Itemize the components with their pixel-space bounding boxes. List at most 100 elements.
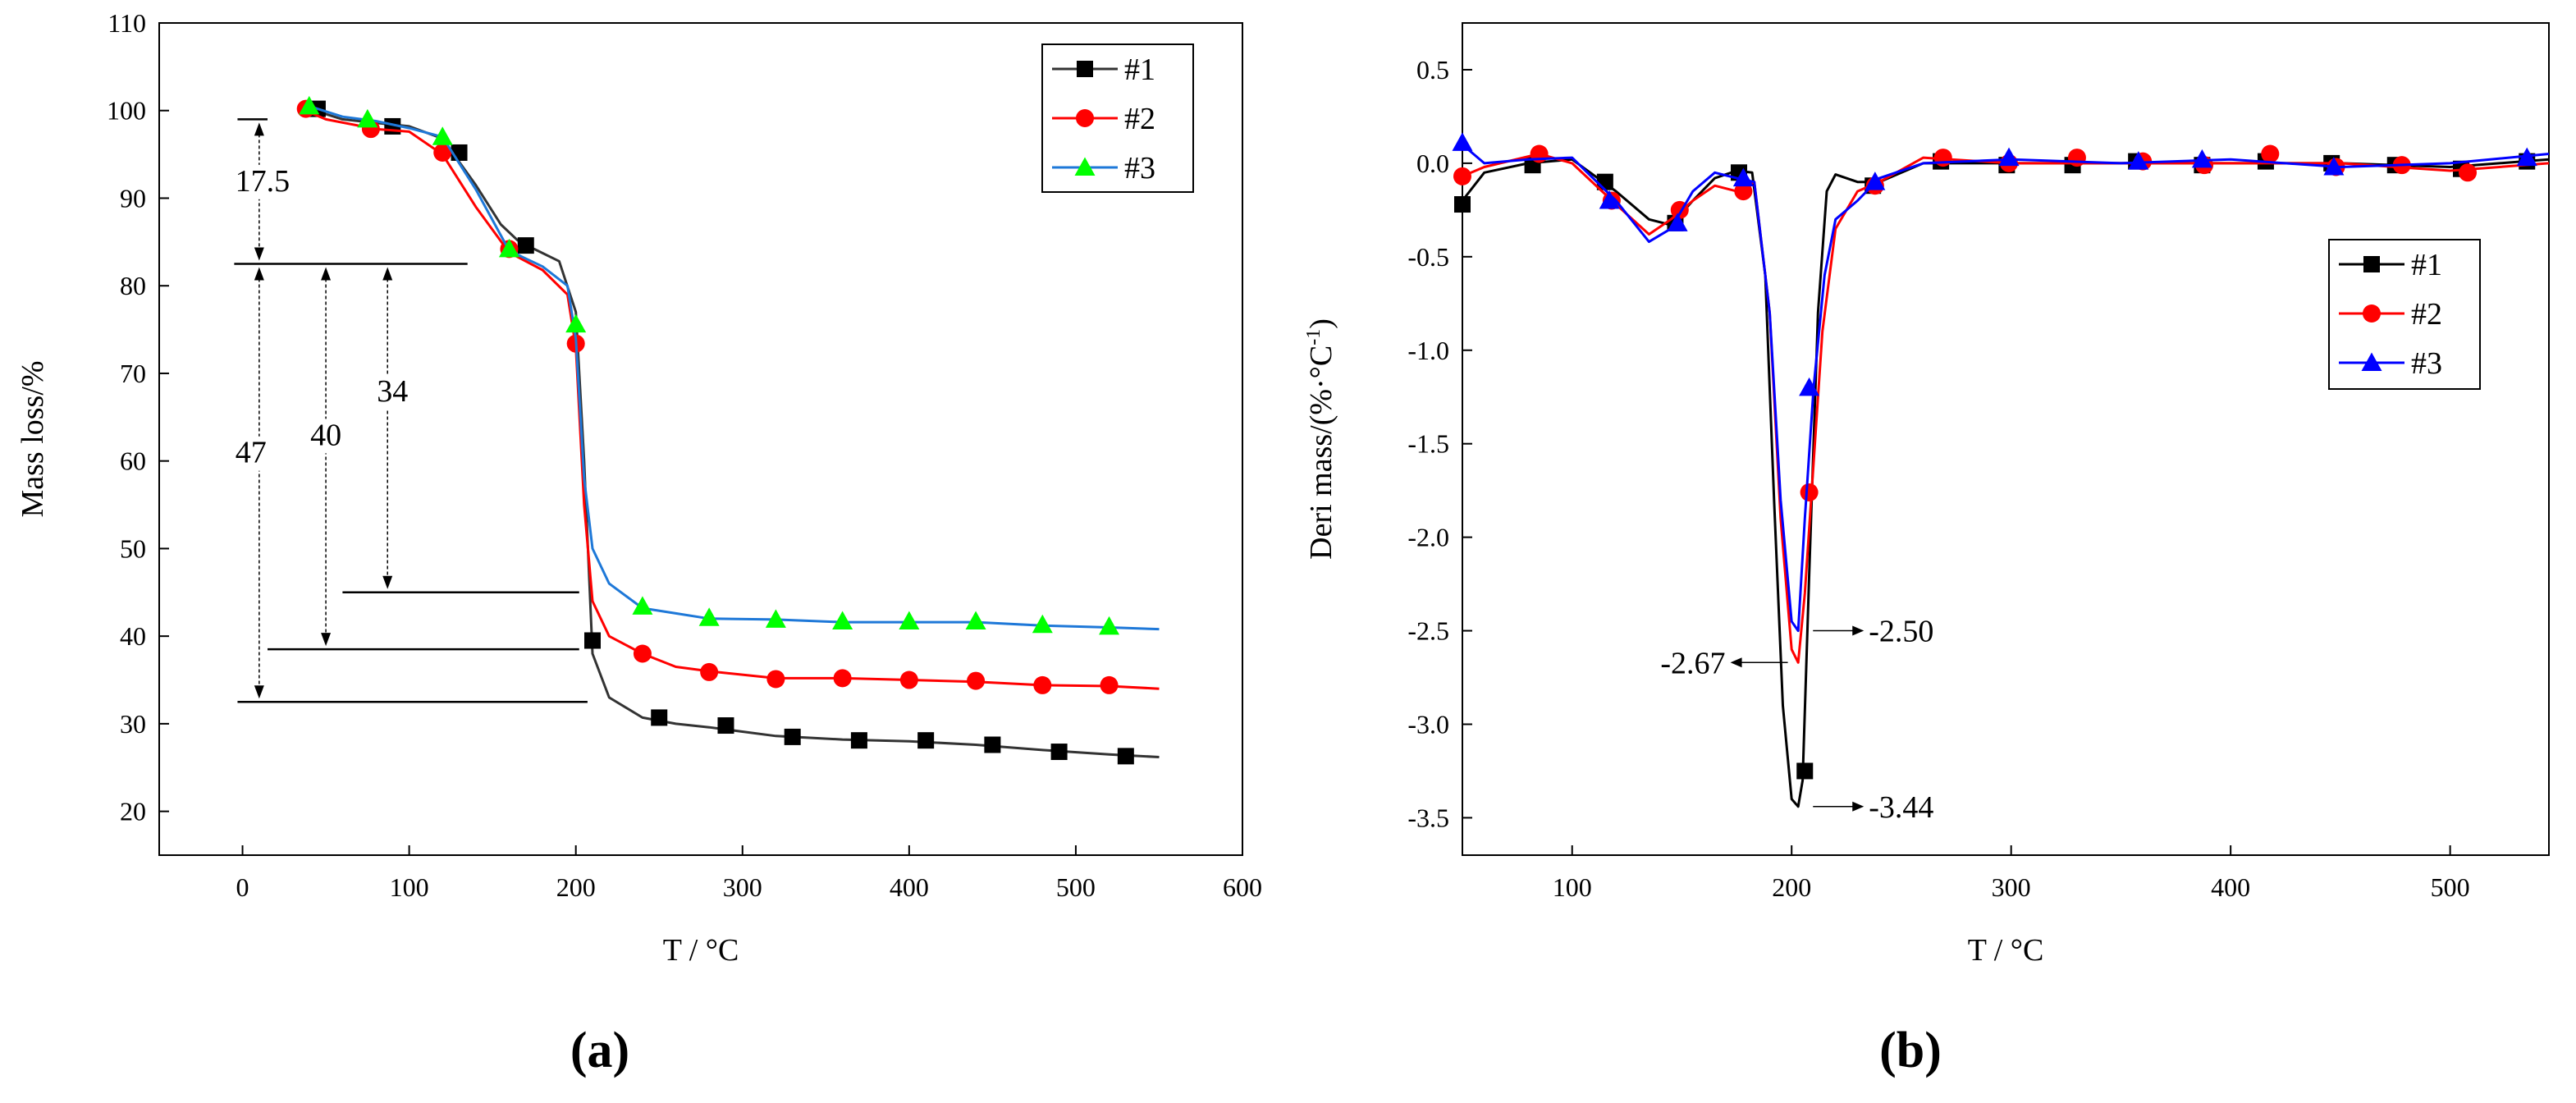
chart-a-xtick-label: 500 [1056,872,1096,902]
chart-a-annotation-4: 34 [377,374,408,409]
chart-b-annotation-3: -3.44 [1869,790,1933,825]
chart-b-series-3-point [2191,149,2212,168]
chart-a: 0 100 200 300 400 500 600 20 30 40 50 60 70 80 90 100 11… [16,8,1262,1078]
chart-a-annotation-bg [222,436,279,471]
chart-a-series-3-point [965,611,986,630]
chart-a-arrow-head-up [382,267,393,281]
chart-a-series-3-point [1032,614,1053,634]
chart-a-xtick-label: 0 [236,872,249,902]
chart-b-series-2-point [2261,144,2280,163]
chart-b-ylabel-main: Deri mass/(%·°C [1304,346,1338,560]
chart-a-ytick-label: 70 [120,359,146,388]
chart-b-series-3-line [1462,143,2550,633]
chart-b-xlabel: T / °C [1968,933,2044,968]
chart-b-series-3-point [1865,172,1886,190]
chart-b-annotation-2: -2.67 [1660,646,1725,680]
chart-b-series-2-point [1800,483,1819,501]
chart-a-series [296,95,1160,765]
chart-b-annotations: -2.50 -2.67 -3.44 [1660,615,1933,825]
chart-a-annotation-bg [234,164,291,199]
chart-a-series-2-point [899,670,918,689]
chart-b-ytick-label: -3.0 [1407,709,1449,739]
chart-a-series-1-point [651,709,668,726]
chart-a-series-3-point [498,238,519,258]
chart-a-series-1-point [917,732,935,749]
chart-a-annotation-bg [298,419,355,454]
chart-b-legend-marker-3 [2361,352,2382,371]
chart-a-arrow-head-down [382,575,393,589]
chart-a-series-1-point [850,732,867,749]
chart-a-ytick-label: 40 [120,621,146,651]
chart-a-legend-label-2: #2 [1124,102,1155,136]
chart-a-legend-label-1: #1 [1124,53,1155,87]
chart-b-ylabel-sup: -1 [1303,329,1325,346]
chart-b-legend-marker-2 [2363,304,2381,323]
chart-b-series-2-point [1453,167,1471,185]
chart-a-ytick-label: 30 [120,709,146,739]
chart-a-arrow-head-down [321,633,332,647]
chart-b-series-3-point [1667,213,1688,231]
chart-b-series-3-point [1452,132,1473,151]
chart-a-series-2-point [967,671,986,690]
chart-a-series-2-point [1100,675,1119,694]
chart-a-series-3-point [432,126,453,145]
chart-a-series-2-line [300,108,1160,690]
chart-a-ytick-label: 90 [120,183,146,213]
chart-b-ytick-label: -3.5 [1407,803,1449,832]
chart-a-annotation-3: 40 [310,418,341,452]
chart-b-legend-label-3: #3 [2411,346,2442,381]
chart-b-ylabel-close: ) [1304,318,1338,329]
chart-a-annotation-bg [364,374,421,410]
chart-a-legend-label-3: #3 [1124,151,1155,185]
chart-a-series-3-point [1099,616,1120,635]
chart-b-arrow-head [1852,801,1865,812]
chart-a-legend-marker-3 [1074,157,1096,176]
chart-a-xtick-label: 600 [1223,872,1262,902]
chart-b-xtick-label: 500 [2431,872,2470,902]
chart-b-series-2-point [2067,149,2086,167]
chart-a-arrow-head-down [254,247,264,261]
chart-a-xtick-label: 400 [890,872,929,902]
chart-a-xtick-label: 100 [390,872,429,902]
chart-b-plot-frame [1462,22,2550,856]
panel-label-b: (b) [1879,1023,1942,1078]
chart-a-legend-marker-2 [1076,109,1094,127]
chart-a-ytick-label: 50 [120,533,146,563]
chart-b-series [1452,132,2550,808]
chart-b-series-3-point [2516,147,2537,167]
chart-a-annotations: 17.5 47 40 34 [222,118,588,703]
chart-a-xlabel: T / °C [663,933,739,968]
chart-a-arrow-head-down [254,685,264,699]
chart-a-series-2-point [433,143,452,162]
chart-a-series-2-point [833,669,852,688]
chart-b-ytick-label: -2.5 [1407,616,1449,646]
chart-b-series-2-line [1462,153,2550,664]
chart-b-legend-label-2: #2 [2411,297,2442,332]
chart-a-ytick-label: 20 [120,797,146,826]
chart-b-ytick-label: 0.5 [1416,55,1449,85]
chart-a-series-3-point [899,611,920,630]
chart-a-arrow-head-up [254,122,264,136]
chart-a-series-3-point [299,95,320,115]
chart-a-series-1-point [517,237,534,254]
chart-a-series-3-point [357,108,378,128]
chart-b-ylabel: Deri mass/(%·°C-1) [1303,318,1338,560]
chart-b-arrow-head [1852,625,1865,636]
chart-a-series-2-point [766,670,785,689]
chart-a-series-1-point [984,736,1001,753]
chart-b-series-2-point [1734,182,1753,201]
chart-a-arrow-head-up [321,267,332,281]
chart-a-arrow-head-up [254,267,264,281]
chart-a-ytick-label: 100 [107,96,146,126]
chart-a-ytick-label: 60 [120,446,146,476]
chart-a-series-3-point [832,611,853,630]
chart-b-xtick-label: 300 [1992,872,2031,902]
chart-a-legend: #1 #2 #3 [1041,43,1194,193]
chart-b-xtick-label: 400 [2211,872,2250,902]
chart-a-annotation-2: 47 [236,436,267,470]
chart-b-series-3-point [1732,167,1754,187]
chart-a-legend-marker-1 [1077,61,1093,77]
panel-label-a: (a) [570,1023,629,1078]
chart-a-plot-frame [158,22,1243,856]
